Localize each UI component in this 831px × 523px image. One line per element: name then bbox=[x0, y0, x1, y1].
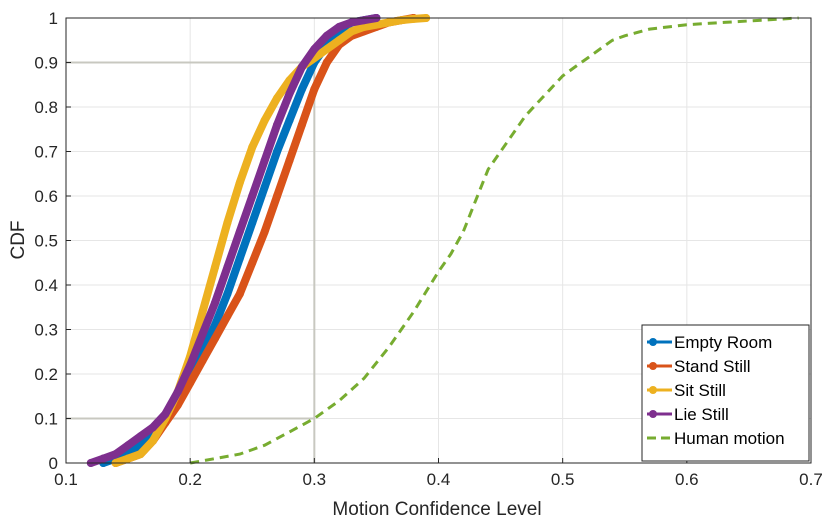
series-point-stand-still bbox=[198, 356, 207, 365]
series-point-lie-still bbox=[186, 361, 195, 370]
series-point-stand-still bbox=[186, 378, 195, 387]
series-point-sit-still bbox=[384, 18, 393, 27]
series-point-lie-still bbox=[148, 423, 157, 432]
y-ticks: 0 0.1 0.2 0.3 0.4 0.5 0.6 0.7 0.8 0.9 1 bbox=[34, 9, 71, 473]
series-point-sit-still bbox=[198, 307, 207, 316]
series-point-sit-still bbox=[322, 45, 331, 54]
series-point-lie-still bbox=[310, 45, 319, 54]
series-point-lie-still bbox=[223, 263, 232, 272]
series-point-stand-still bbox=[223, 312, 232, 321]
series-point-sit-still bbox=[360, 22, 368, 31]
series-point-lie-still bbox=[260, 156, 269, 165]
x-tick-label: 0.4 bbox=[427, 470, 451, 489]
series-point-sit-still bbox=[273, 94, 282, 103]
legend-marker bbox=[649, 362, 657, 370]
series-point-lie-still bbox=[173, 387, 182, 396]
series-point-stand-still bbox=[273, 192, 282, 200]
series-point-stand-still bbox=[297, 120, 306, 129]
legend-label: Lie Still bbox=[674, 405, 729, 424]
series-point-sit-still bbox=[372, 20, 381, 29]
series-point-lie-still bbox=[273, 120, 282, 129]
y-tick-label: 0.5 bbox=[34, 232, 58, 251]
series-point-sit-still bbox=[136, 450, 145, 459]
x-tick-label: 0.7 bbox=[799, 470, 823, 489]
x-tick-label: 0.1 bbox=[54, 470, 78, 489]
series-point-sit-still bbox=[260, 116, 269, 125]
series-line-human-motion bbox=[189, 16, 799, 465]
x-tick-label: 0.3 bbox=[303, 470, 327, 489]
series-point-stand-still bbox=[310, 85, 319, 94]
series-point-sit-still bbox=[335, 36, 344, 45]
series-point-empty-room bbox=[285, 116, 294, 125]
series-point-sit-still bbox=[397, 16, 406, 25]
series-point-empty-room bbox=[273, 147, 282, 156]
series-point-lie-still bbox=[297, 62, 306, 71]
y-tick-label: 1 bbox=[49, 9, 58, 28]
series-point-stand-still bbox=[285, 156, 294, 165]
series-point-lie-still bbox=[285, 89, 294, 98]
series-point-lie-still bbox=[335, 22, 344, 31]
series-lines bbox=[86, 14, 799, 467]
series-point-lie-still bbox=[198, 329, 207, 338]
series-point-empty-room bbox=[260, 183, 269, 192]
y-tick-label: 0.8 bbox=[34, 98, 58, 117]
x-tick-label: 0.6 bbox=[675, 470, 699, 489]
series-point-stand-still bbox=[248, 258, 257, 267]
x-axis-label: Motion Confidence Level bbox=[332, 499, 541, 520]
series-point-lie-still bbox=[347, 18, 356, 27]
series-point-lie-still bbox=[248, 192, 257, 200]
series-point-sit-still bbox=[223, 218, 232, 227]
series-point-sit-still bbox=[409, 14, 418, 23]
series-point-lie-still bbox=[211, 298, 219, 307]
y-axis-label: CDF bbox=[8, 220, 29, 259]
series-point-lie-still bbox=[136, 432, 145, 441]
series-point-lie-still bbox=[99, 454, 108, 463]
series-point-sit-still bbox=[124, 454, 133, 463]
series-point-stand-still bbox=[235, 289, 244, 298]
series-point-lie-still bbox=[161, 410, 170, 419]
legend-label: Sit Still bbox=[674, 381, 726, 400]
x-tick-label: 0.5 bbox=[551, 470, 575, 489]
series-point-empty-room bbox=[248, 218, 257, 227]
series-point-sit-still bbox=[211, 263, 219, 272]
y-tick-label: 0.2 bbox=[34, 365, 58, 384]
series-point-sit-still bbox=[148, 436, 157, 445]
series-point-empty-room bbox=[297, 85, 306, 94]
series-point-lie-still bbox=[124, 441, 133, 450]
x-tick-label: 0.2 bbox=[178, 470, 202, 489]
series-point-empty-room bbox=[235, 254, 244, 263]
x-ticks: 0.1 0.2 0.3 0.4 0.5 0.6 0.7 bbox=[54, 458, 823, 489]
y-tick-label: 0.9 bbox=[34, 54, 58, 73]
legend-marker bbox=[649, 338, 657, 346]
y-tick-label: 0.4 bbox=[34, 276, 58, 295]
legend-marker bbox=[649, 410, 657, 418]
series-point-lie-still bbox=[360, 16, 368, 25]
series-point-lie-still bbox=[235, 227, 244, 236]
legend-label: Empty Room bbox=[674, 333, 772, 352]
legend-marker bbox=[649, 386, 657, 394]
y-tick-label: 0 bbox=[49, 454, 58, 473]
y-tick-label: 0.6 bbox=[34, 187, 58, 206]
series-point-sit-still bbox=[235, 178, 244, 187]
series-point-sit-still bbox=[347, 27, 356, 36]
reference-guides bbox=[66, 61, 316, 463]
legend-label: Stand Still bbox=[674, 357, 751, 376]
series-point-stand-still bbox=[322, 58, 331, 67]
legend-label: Human motion bbox=[674, 429, 785, 448]
y-tick-label: 0.3 bbox=[34, 321, 58, 340]
y-tick-label: 0.7 bbox=[34, 143, 58, 162]
series-point-sit-still bbox=[248, 143, 257, 152]
series-point-stand-still bbox=[211, 334, 219, 343]
series-point-stand-still bbox=[260, 227, 269, 236]
legend: Empty Room Stand Still Sit Still Lie Still H… bbox=[641, 324, 810, 462]
y-tick-label: 0.1 bbox=[34, 410, 58, 429]
series-point-lie-still bbox=[111, 450, 120, 459]
series-point-empty-room bbox=[223, 289, 232, 298]
series-point-lie-still bbox=[322, 31, 331, 40]
